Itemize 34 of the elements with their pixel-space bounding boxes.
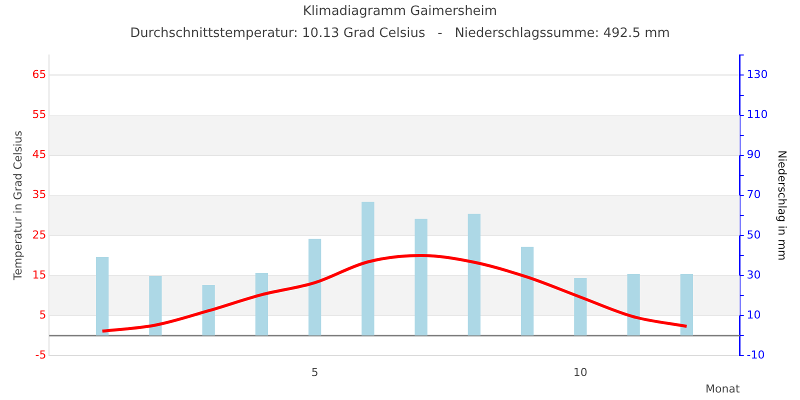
y2-tick-label: 130	[746, 68, 768, 82]
bar	[149, 276, 162, 336]
y-tick-label: -5	[35, 348, 46, 362]
bar	[574, 278, 587, 336]
y2-tick-label: 70	[746, 188, 761, 202]
bar	[308, 238, 322, 336]
bar	[202, 284, 215, 336]
y-tick-label: 25	[32, 228, 46, 242]
y-axis-title: Temperatur in Grad Celsius	[11, 130, 24, 282]
bar	[362, 202, 374, 336]
chart-subtitle: Durchschnittstemperatur: 10.13 Grad Celsius - Niederschlagssumme: 492.5 mm	[130, 26, 670, 41]
y2-tick-label: 110	[746, 108, 768, 122]
y-tick-label: 45	[32, 148, 46, 162]
y2-axis-title: Niederschlag in mm	[776, 150, 789, 261]
y2-tick-label: 30	[746, 268, 761, 282]
bar	[520, 246, 534, 336]
x-axis-title: Monat	[706, 382, 740, 396]
y2-tick-label: 50	[746, 228, 761, 242]
y2-tick-label: 90	[746, 148, 761, 162]
bar	[680, 274, 694, 336]
bar	[627, 274, 640, 336]
bar	[255, 272, 268, 336]
y-tick-label: 5	[39, 308, 46, 322]
line-series	[100, 254, 688, 333]
bar	[468, 214, 481, 336]
y-tick-label: 55	[32, 108, 46, 122]
y2-tick-label: 10	[746, 308, 761, 322]
bar	[414, 218, 428, 336]
y-tick-label: 15	[32, 268, 46, 282]
y-tick-label: 65	[32, 68, 46, 82]
bar	[96, 256, 109, 336]
y-tick-label: 35	[32, 188, 46, 202]
chart-title: Klimadiagramm Gaimersheim	[302, 4, 498, 20]
y2-tick-label: -10	[746, 348, 765, 362]
